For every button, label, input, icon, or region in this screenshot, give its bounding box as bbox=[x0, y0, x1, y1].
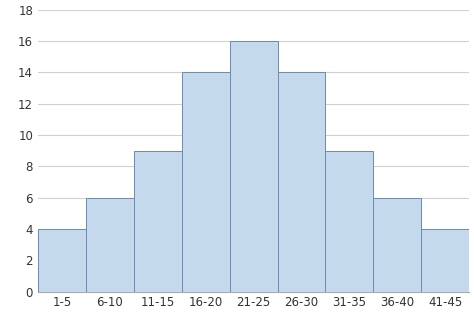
Bar bbox=[278, 72, 326, 292]
Bar bbox=[326, 151, 374, 292]
Bar bbox=[134, 151, 182, 292]
Bar bbox=[229, 41, 278, 292]
Bar bbox=[38, 229, 86, 292]
Bar bbox=[182, 72, 229, 292]
Bar bbox=[86, 198, 134, 292]
Bar bbox=[421, 229, 469, 292]
Bar bbox=[374, 198, 421, 292]
